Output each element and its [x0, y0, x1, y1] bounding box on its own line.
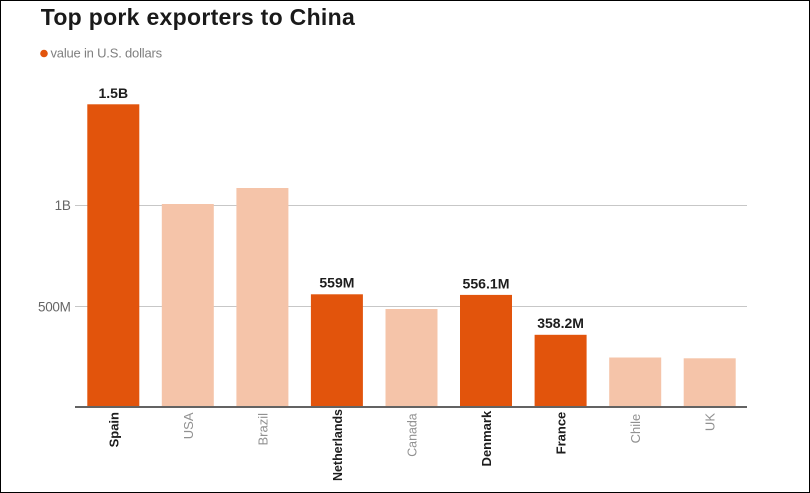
- svg-text:France: France: [554, 412, 569, 455]
- svg-text:Netherlands: Netherlands: [330, 409, 345, 481]
- svg-text:Denmark: Denmark: [479, 410, 494, 466]
- svg-text:Chile: Chile: [628, 414, 643, 444]
- svg-text:358.2M: 358.2M: [537, 315, 584, 331]
- svg-text:Brazil: Brazil: [255, 413, 270, 446]
- svg-text:USA: USA: [181, 412, 196, 439]
- svg-text:556.1M: 556.1M: [463, 275, 510, 291]
- svg-text:500M: 500M: [38, 300, 71, 315]
- svg-text:Top pork exporters to China: Top pork exporters to China: [41, 4, 355, 30]
- svg-text:1.5B: 1.5B: [99, 85, 129, 101]
- svg-text:Spain: Spain: [106, 412, 121, 447]
- svg-text:559M: 559M: [319, 275, 354, 291]
- svg-text:value in U.S. dollars: value in U.S. dollars: [51, 46, 163, 61]
- svg-text:UK: UK: [703, 413, 718, 431]
- svg-text:1B: 1B: [55, 198, 71, 213]
- svg-text:Canada: Canada: [405, 413, 420, 457]
